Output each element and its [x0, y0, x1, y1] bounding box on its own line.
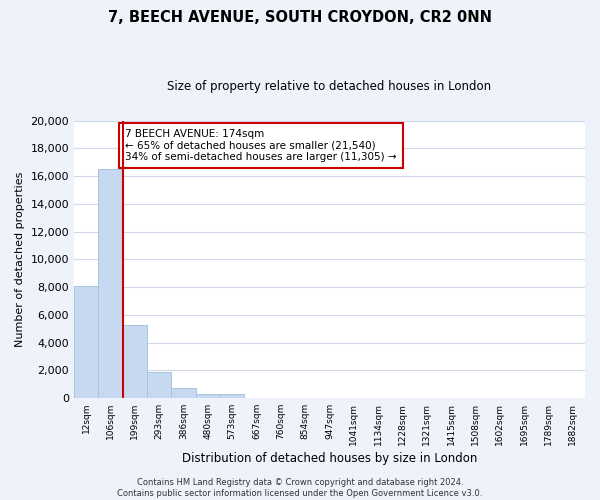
Text: 7, BEECH AVENUE, SOUTH CROYDON, CR2 0NN: 7, BEECH AVENUE, SOUTH CROYDON, CR2 0NN [108, 10, 492, 25]
Text: 7 BEECH AVENUE: 174sqm
← 65% of detached houses are smaller (21,540)
34% of semi: 7 BEECH AVENUE: 174sqm ← 65% of detached… [125, 129, 397, 162]
Bar [196, 394, 220, 398]
X-axis label: Distribution of detached houses by size in London: Distribution of detached houses by size … [182, 452, 477, 465]
Bar [220, 394, 244, 398]
Bar [172, 388, 196, 398]
Title: Size of property relative to detached houses in London: Size of property relative to detached ho… [167, 80, 491, 93]
Y-axis label: Number of detached properties: Number of detached properties [15, 172, 25, 347]
Bar [123, 324, 147, 398]
Text: Contains HM Land Registry data © Crown copyright and database right 2024.
Contai: Contains HM Land Registry data © Crown c… [118, 478, 482, 498]
Bar [147, 372, 172, 398]
Bar [98, 169, 123, 398]
Bar [74, 286, 98, 398]
